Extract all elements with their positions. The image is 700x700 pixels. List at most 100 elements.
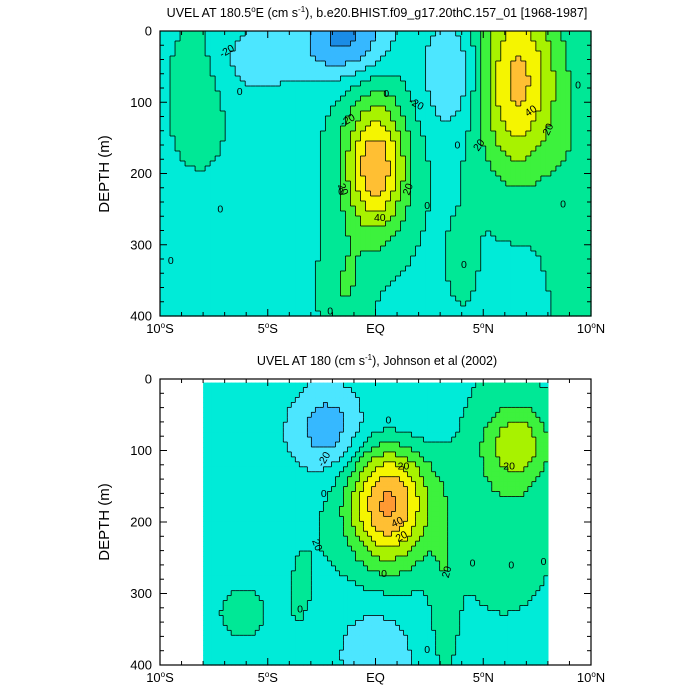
- contour-cell: [185, 146, 191, 152]
- contour-cell: [560, 31, 567, 37]
- contour-cell: [560, 196, 567, 202]
- contour-cell: [410, 51, 417, 57]
- contour-cell: [315, 311, 321, 317]
- contour-cell: [210, 291, 216, 297]
- contour-cell: [555, 156, 562, 162]
- contour-cell: [285, 41, 291, 47]
- contour-cell: [310, 141, 316, 147]
- contour-cell: [270, 121, 276, 127]
- contour-cell: [410, 291, 417, 297]
- contour-cell: [200, 126, 206, 132]
- contour-cell: [390, 96, 397, 102]
- contour-cell: [495, 106, 502, 112]
- contour-cell: [420, 136, 427, 142]
- contour-cell: [385, 216, 392, 222]
- contour-cell: [280, 31, 286, 37]
- contour-cell: [440, 121, 447, 127]
- contour-cell: [530, 256, 537, 262]
- contour-cell: [295, 271, 301, 277]
- contour-cell: [265, 126, 271, 132]
- contour-cell: [210, 106, 216, 112]
- contour-cell: [335, 121, 342, 127]
- contour-cell: [240, 306, 246, 312]
- contour-cell: [325, 286, 331, 292]
- contour-cell: [585, 46, 592, 52]
- contour-cell: [440, 256, 447, 262]
- contour-cell: [170, 181, 176, 187]
- contour-cell: [310, 236, 316, 242]
- contour-cell: [450, 151, 457, 157]
- contour-cell: [565, 121, 572, 127]
- contour-cell: [355, 286, 362, 292]
- contour-cell: [540, 186, 547, 192]
- contour-cell: [455, 271, 462, 277]
- contour-cell: [525, 61, 532, 67]
- contour-cell: [405, 206, 412, 212]
- contour-cell: [440, 241, 447, 247]
- contour-cell: [225, 201, 231, 207]
- contour-cell: [460, 241, 467, 247]
- contour-cell: [205, 226, 211, 232]
- contour-cell: [390, 226, 397, 232]
- contour-cell: [350, 216, 357, 222]
- title-top-part-c: ), b.e20.BHIST.f09_g17.20thC.157_01 [196…: [305, 6, 587, 20]
- contour-cell: [540, 256, 547, 262]
- contour-cell: [355, 251, 362, 257]
- contour-cell: [585, 211, 592, 217]
- contour-cell: [330, 281, 337, 287]
- contour-cell: [305, 76, 311, 82]
- contour-cell: [185, 241, 191, 247]
- contour-cell: [230, 226, 236, 232]
- contour-cell: [570, 41, 577, 47]
- contour-cell: [495, 156, 502, 162]
- contour-cell: [510, 221, 517, 227]
- contour-cell: [575, 251, 582, 257]
- contour-cell: [170, 76, 176, 82]
- contour-cell: [235, 246, 241, 252]
- contour-cell: [220, 191, 226, 197]
- contour-cell: [380, 101, 387, 107]
- contour-cell: [395, 61, 402, 67]
- contour-cell: [550, 126, 557, 132]
- contour-cell: [500, 56, 507, 62]
- contour-cell: [315, 116, 321, 122]
- contour-cell: [465, 261, 472, 267]
- contour-cell: [405, 246, 412, 252]
- panel-top-ylabel: DEPTH (m): [96, 135, 113, 213]
- contour-cell: [315, 111, 321, 117]
- contour-cell: [440, 166, 447, 172]
- contour-cell: [235, 296, 241, 302]
- contour-cell: [460, 151, 467, 157]
- contour-cell: [395, 101, 402, 107]
- contour-cell: [410, 41, 417, 47]
- contour-cell: [395, 171, 402, 177]
- contour-cell: [375, 46, 382, 52]
- contour-cell: [575, 271, 582, 277]
- contour-cell: [460, 86, 467, 92]
- contour-cell: [280, 241, 286, 247]
- contour-cell: [315, 166, 321, 172]
- contour-cell: [355, 176, 362, 182]
- contour-cell: [500, 281, 507, 287]
- contour-cell: [195, 161, 201, 167]
- contour-cell: [400, 311, 407, 317]
- contour-cell: [225, 236, 231, 242]
- contour-cell: [355, 246, 362, 252]
- contour-cell: [290, 231, 296, 237]
- contour-cell: [560, 121, 567, 127]
- contour-cell: [445, 56, 452, 62]
- contour-cell: [280, 136, 286, 142]
- contour-cell: [460, 126, 467, 132]
- contour-cell: [575, 221, 582, 227]
- contour-cell: [435, 106, 442, 112]
- contour-cell: [425, 276, 432, 282]
- contour-cell: [385, 271, 392, 277]
- contour-cell: [440, 131, 447, 137]
- contour-cell: [210, 216, 216, 222]
- contour-cell: [520, 176, 527, 182]
- contour-cell: [235, 306, 241, 312]
- contour-cell: [535, 76, 542, 82]
- contour-cell: [485, 241, 492, 247]
- contour-cell: [485, 111, 492, 117]
- contour-cell: [410, 201, 417, 207]
